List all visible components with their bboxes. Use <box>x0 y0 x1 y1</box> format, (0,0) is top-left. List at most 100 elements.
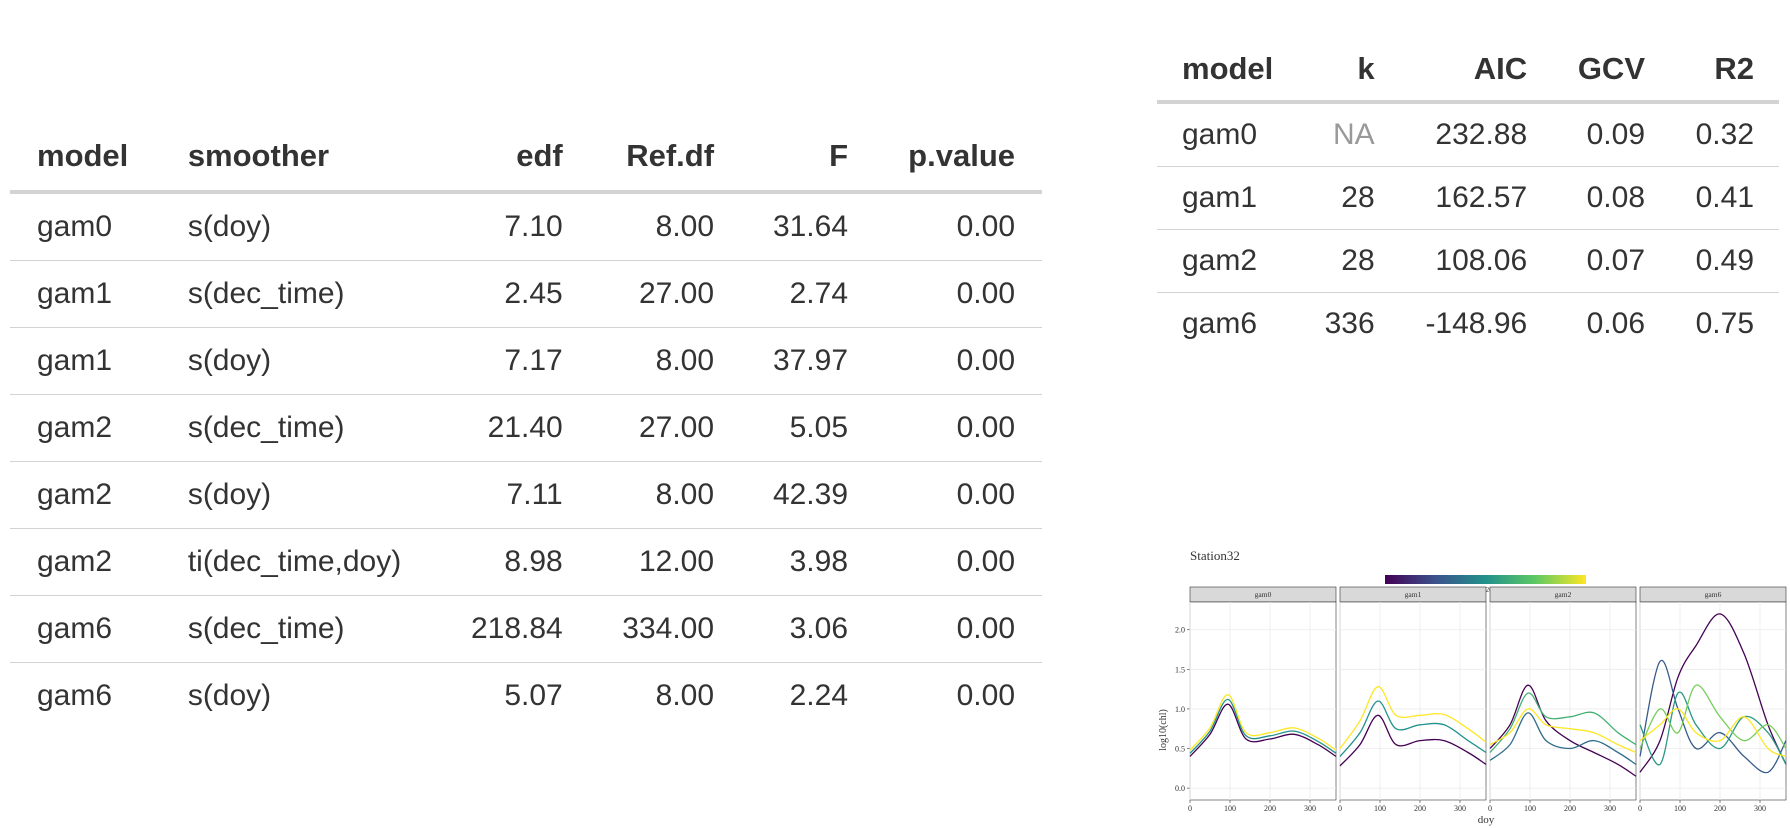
table-cell: 37.97 <box>741 327 876 395</box>
column-header: smoother <box>160 122 439 194</box>
table-cell: 0.06 <box>1586 307 1645 340</box>
table-cell: gam2 <box>10 394 161 462</box>
column-header: k <box>1299 38 1400 104</box>
table-cell: 12.00 <box>589 528 742 596</box>
table-cell: 0.00 <box>875 394 1042 462</box>
facet-panel-gam1: gam1 0 100 200 300 <box>1338 586 1487 813</box>
series-line <box>1339 700 1487 757</box>
x-tick-label: 100 <box>1374 804 1386 813</box>
smoother-table: model smoother edf Ref.df F p.value gam0… <box>10 122 1042 729</box>
table-cell: s(doy) <box>160 327 439 395</box>
table-cell: 5.07 <box>504 679 563 712</box>
table-cell: gam2 <box>10 461 161 529</box>
column-header: p.value <box>875 122 1042 194</box>
table-row: gam0 s(doy) 7.10 8.00 31.64 0.00 <box>10 192 1042 261</box>
facet-strip-label: gam6 <box>1705 590 1722 599</box>
x-tick-label: 200 <box>1414 804 1426 813</box>
colorbar <box>1385 575 1586 584</box>
table-cell: s(dec_time) <box>160 595 439 663</box>
x-tick-label: 200 <box>1714 804 1726 813</box>
x-tick-label: 200 <box>1264 804 1276 813</box>
table-cell: 0.00 <box>875 528 1042 596</box>
panel-background <box>1189 601 1337 801</box>
facet-panel-gam2: gam2 0 100 200 300 <box>1488 586 1637 813</box>
table-row: gam6 s(dec_time) 218.84 334.00 3.06 0.00 <box>10 595 1042 663</box>
x-tick-label: 300 <box>1604 804 1616 813</box>
series-line <box>1489 692 1637 753</box>
table-cell: 7.11 <box>438 461 590 529</box>
model-summary-table: model k AIC GCV R2 gam0 NA 232.88 0.09 0… <box>1157 38 1779 355</box>
series-line <box>1489 712 1637 765</box>
table-row: gam2 28 108.06 0.07 0.49 <box>1157 229 1779 293</box>
table-cell: 8.00 <box>589 327 742 395</box>
column-header: R2 <box>1670 38 1779 104</box>
series-line <box>1339 686 1487 749</box>
x-tick-label: 0 <box>1188 804 1192 813</box>
table-cell: 8.00 <box>589 461 742 529</box>
table-cell: s(dec_time) <box>160 394 439 462</box>
table-cell: 2.45 <box>438 260 590 328</box>
table-row: gam1 28 162.57 0.08 0.41 <box>1157 166 1779 230</box>
x-tick-label: 300 <box>1304 804 1316 813</box>
series-line <box>1339 714 1487 767</box>
table-cell: 0.00 <box>875 461 1042 529</box>
x-tick-label: 100 <box>1224 804 1236 813</box>
table-cell: 0.00 <box>875 260 1042 328</box>
table-cell: 27.00 <box>589 394 742 462</box>
table-cell: s(doy) <box>160 461 439 529</box>
table-cell: 27.00 <box>589 260 742 328</box>
facet-strip-label: gam0 <box>1255 590 1272 599</box>
x-tick-label: 0 <box>1338 804 1342 813</box>
y-tick-label: 0.0 <box>1175 784 1185 793</box>
table-cell: 0.49 <box>1670 229 1779 293</box>
table-cell: 2.24 <box>789 679 849 712</box>
column-header: AIC <box>1399 38 1553 104</box>
table-cell: 7.10 <box>438 192 590 261</box>
table-row: gam1 s(dec_time) 2.45 27.00 2.74 0.00 <box>10 260 1042 328</box>
table-cell: gam2 <box>10 528 161 596</box>
table-cell: -148.96 <box>1425 307 1528 340</box>
table-cell: gam1 <box>10 327 161 395</box>
table-cell: 162.57 <box>1399 166 1553 230</box>
column-header: F <box>741 122 876 194</box>
table-row: gam0 NA 232.88 0.09 0.32 <box>1157 102 1779 167</box>
x-tick-label: 0 <box>1638 804 1642 813</box>
y-tick-label: 1.5 <box>1175 665 1185 674</box>
table-row: gam6 336 -148.96 0.06 0.75 <box>1157 293 1779 356</box>
table-cell: 2.74 <box>741 260 876 328</box>
table-row: gam2 ti(dec_time,doy) 8.98 12.00 3.98 0.… <box>10 528 1042 596</box>
table-cell: gam1 <box>1157 166 1300 230</box>
table-cell-na: NA <box>1299 102 1400 167</box>
table-row: gam2 s(dec_time) 21.40 27.00 5.05 0.00 <box>10 394 1042 462</box>
series-line <box>1489 708 1637 754</box>
table-cell: 5.05 <box>741 394 876 462</box>
facet-strip-label: gam2 <box>1555 590 1572 599</box>
table-cell: 108.06 <box>1399 229 1553 293</box>
table-cell: 218.84 <box>438 595 590 663</box>
panel-background <box>1489 601 1637 801</box>
x-tick-label: 300 <box>1754 804 1766 813</box>
table-cell: 0.75 <box>1695 307 1754 340</box>
table-cell: 0.00 <box>956 679 1015 712</box>
table-cell: gam1 <box>10 260 161 328</box>
table-header-row: model k AIC GCV R2 <box>1157 38 1779 104</box>
series-line <box>1639 684 1787 749</box>
table-cell: ti(dec_time,doy) <box>160 528 439 596</box>
chart-title: Station32 <box>1190 548 1240 563</box>
table-cell: s(doy) <box>160 192 439 261</box>
series-line <box>1189 703 1337 757</box>
table-cell: gam2 <box>1157 229 1300 293</box>
x-axis-label: doy <box>1478 814 1495 826</box>
faceted-line-chart: Station32 199019952000200520102015 log10… <box>1158 548 1787 826</box>
column-header: GCV <box>1552 38 1670 104</box>
series-line <box>1189 694 1337 751</box>
table-cell: 336 <box>1324 307 1375 340</box>
table-cell: 7.17 <box>438 327 590 395</box>
table-header-row: model smoother edf Ref.df F p.value <box>10 122 1042 194</box>
table-cell: 3.06 <box>741 595 876 663</box>
table-cell: gam6 <box>37 679 113 712</box>
table-cell: 3.98 <box>741 528 876 596</box>
table-cell: gam0 <box>1157 102 1300 167</box>
y-tick-label: 0.5 <box>1175 745 1185 754</box>
x-tick-label: 100 <box>1524 804 1536 813</box>
